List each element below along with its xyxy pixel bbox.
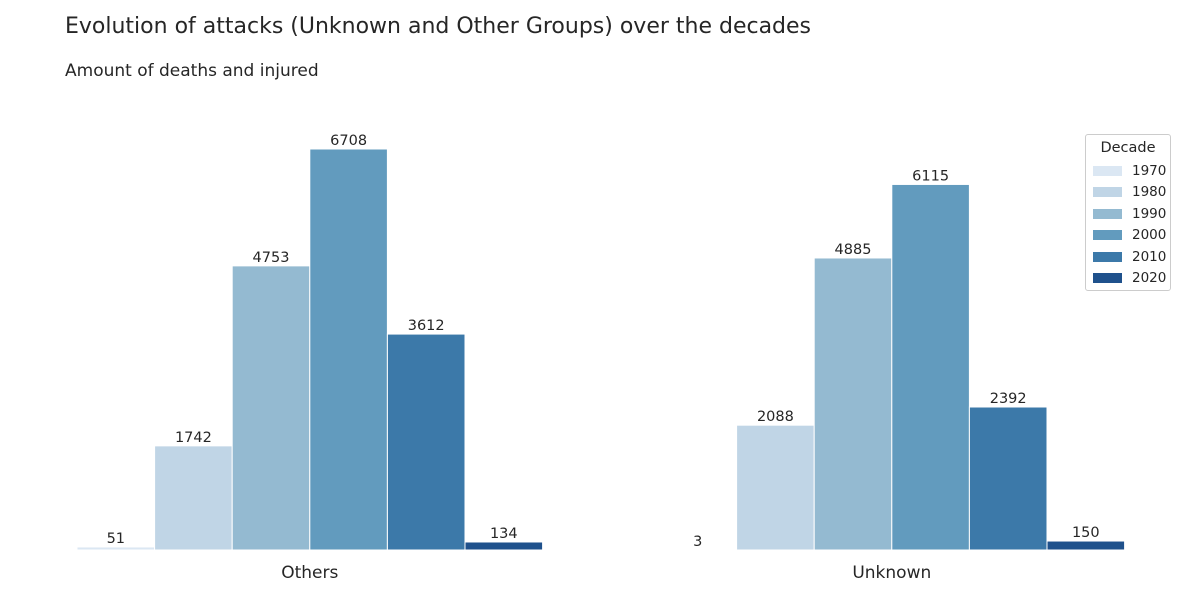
legend-label: 2010	[1132, 248, 1167, 265]
chart-title: Evolution of attacks (Unknown and Other …	[65, 14, 812, 39]
data-label-unknown-1970: 3	[693, 534, 702, 550]
chart-subtitle: Amount of deaths and injured	[65, 61, 319, 81]
data-label-unknown-2000: 6115	[912, 168, 949, 184]
data-label-others-2010: 3612	[408, 318, 445, 334]
legend-swatch	[1093, 165, 1122, 176]
data-label-others-2020: 134	[490, 526, 518, 542]
x-tick-label-unknown: Unknown	[852, 563, 931, 583]
legend-item-1990: 1990	[1086, 203, 1170, 225]
data-label-unknown-1990: 4885	[835, 242, 872, 258]
data-label-unknown-2020: 150	[1072, 525, 1100, 541]
legend-label: 1990	[1132, 205, 1167, 222]
data-label-others-2000: 6708	[330, 133, 367, 149]
legend-swatch	[1093, 273, 1122, 284]
bar-others-1990	[231, 265, 311, 551]
legend: Decade 1970 1980 1990 2000 2010 2020	[1085, 134, 1171, 291]
legend-label: 1970	[1132, 162, 1167, 179]
bar-unknown-2010	[968, 406, 1048, 551]
bar-others-1980	[154, 445, 233, 551]
bar-unknown-1980	[736, 424, 815, 551]
x-tick-label-others: Others	[281, 563, 338, 583]
data-label-unknown-2010: 2392	[990, 391, 1027, 407]
legend-title: Decade	[1100, 140, 1156, 156]
legend-items: 1970 1980 1990 2000 2010 2020	[1086, 160, 1170, 289]
data-label-others-1970: 51	[107, 531, 125, 547]
bar-others-2010	[386, 333, 466, 551]
bar-others-2000	[309, 148, 388, 551]
legend-label: 1980	[1132, 184, 1167, 201]
legend-swatch	[1093, 187, 1122, 198]
data-label-others-1980: 1742	[175, 430, 212, 446]
bar-others-2020	[464, 541, 544, 551]
legend-item-2020: 2020	[1086, 268, 1170, 290]
legend-item-2000: 2000	[1086, 225, 1170, 247]
bar-others-1970	[76, 546, 156, 551]
bar-unknown-2000	[891, 183, 970, 551]
legend-swatch	[1093, 208, 1122, 219]
legend-item-2010: 2010	[1086, 246, 1170, 268]
legend-label: 2020	[1132, 270, 1167, 287]
legend-item-1970: 1970	[1086, 160, 1170, 182]
legend-label: 2000	[1132, 227, 1167, 244]
bar-unknown-1990	[813, 257, 893, 551]
legend-swatch	[1093, 230, 1122, 241]
legend-swatch	[1093, 251, 1122, 262]
bar-unknown-2020	[1046, 540, 1126, 551]
data-label-others-1990: 4753	[253, 250, 290, 266]
data-label-unknown-1980: 2088	[757, 409, 794, 425]
legend-item-1980: 1980	[1086, 182, 1170, 204]
